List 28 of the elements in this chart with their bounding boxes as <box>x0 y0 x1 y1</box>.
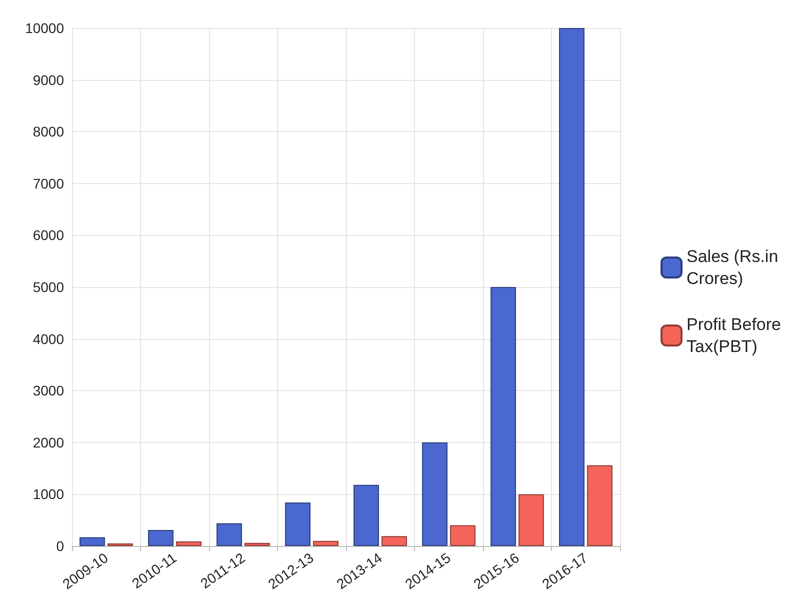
bar <box>216 523 242 546</box>
bar <box>518 494 544 546</box>
y-tick-label: 9000 <box>32 72 64 88</box>
bar <box>490 287 516 546</box>
bar <box>450 525 476 546</box>
y-tick-label: 3000 <box>32 382 64 399</box>
bar <box>313 540 338 546</box>
bar <box>422 442 448 546</box>
bar <box>176 541 202 546</box>
legend-label: Profit Before Tax(PBT) <box>686 315 782 356</box>
y-tick-label: 1000 <box>32 486 64 502</box>
bar <box>244 542 270 546</box>
bar <box>354 484 379 546</box>
bar <box>285 502 310 546</box>
y-tick-label: 5000 <box>32 279 64 295</box>
y-tick-label: 6000 <box>32 227 64 244</box>
y-tick-label: 2000 <box>32 434 64 450</box>
bar <box>148 530 174 546</box>
y-tick-label: 7000 <box>32 175 64 192</box>
bar <box>559 28 584 546</box>
bar <box>80 537 105 546</box>
y-tick-label: 4000 <box>32 330 64 347</box>
legend-label: Sales (Rs.in Crores) <box>686 247 778 288</box>
bar <box>382 536 407 546</box>
bar <box>587 465 612 546</box>
y-tick-label: 8000 <box>32 124 64 140</box>
y-tick-label: 0 <box>56 538 64 554</box>
y-tick-label: 10000 <box>25 20 64 36</box>
